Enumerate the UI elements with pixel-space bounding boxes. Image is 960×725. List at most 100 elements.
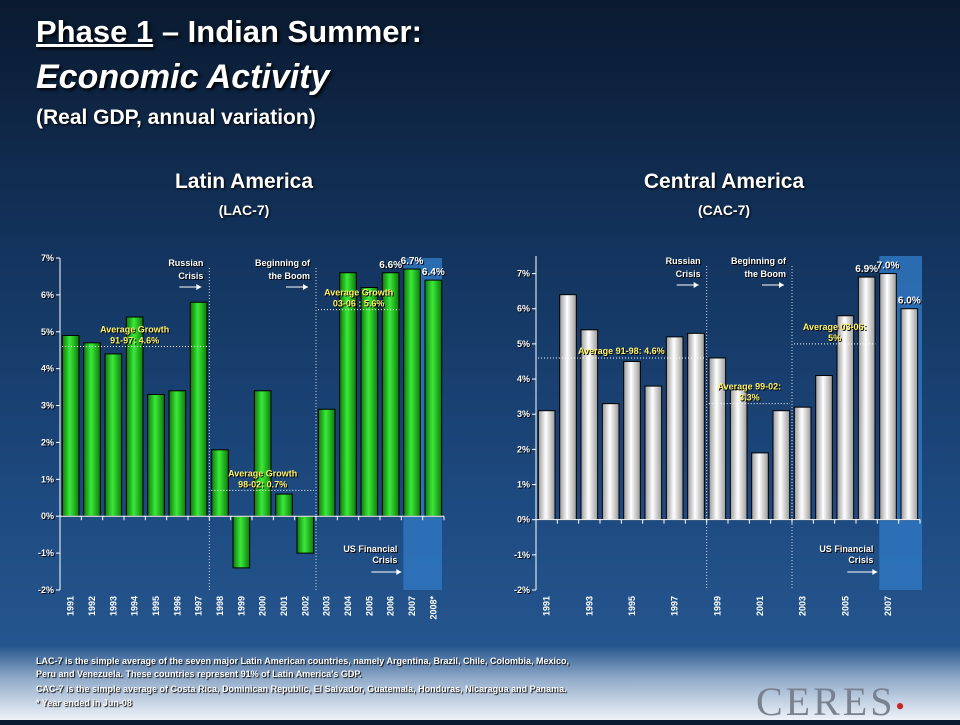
cac-average-label-0-shadow: Average 91-98: 4.6% — [579, 347, 666, 357]
lac-xtick-label-1996: 1996 — [172, 596, 182, 616]
lac-data-label-1: 6.7% — [401, 256, 424, 267]
cac-ytick-label-8-shadow: 6% — [518, 305, 531, 315]
latin-america-chart-subtitle: (LAC-7) — [218, 202, 270, 218]
cac-data-label-1-shadow: 7.0% — [878, 262, 901, 273]
lac-xtick-label-2002: 2002 — [300, 596, 310, 616]
cac-bar-1992 — [559, 294, 577, 521]
lac-bar-2001 — [275, 493, 293, 517]
lac-us-crisis-label2-shadow: Crisis — [373, 556, 398, 566]
lac-data-label-2-shadow: 6.4% — [423, 268, 446, 279]
lac-average-label2-1: 98-02: 0.7% — [238, 479, 287, 489]
cac-event-label-0: Russian — [666, 256, 701, 266]
cac-data-label-2: 6.0% — [898, 296, 921, 307]
cac-bar-2007 — [879, 273, 897, 521]
lac-bar-2008* — [424, 279, 443, 517]
lac-ytick-label-8-shadow: 6% — [42, 291, 55, 301]
lac-ytick-label-1-shadow: -1% — [39, 549, 55, 559]
lac-bar-2007 — [403, 268, 421, 517]
cac-xtick-label-1995: 1995 — [627, 596, 637, 616]
cac-bar-2005 — [836, 315, 855, 521]
cac-bar-1997 — [665, 336, 684, 521]
lac-bar-1996 — [168, 390, 187, 517]
footnote-year: * Year ended in Jun-08 — [36, 698, 132, 708]
cac-average-label-0: Average 91-98: 4.6% — [578, 346, 665, 356]
lac-average-label2-0: 91-97: 4.6% — [110, 336, 159, 346]
lac-event-label-0-shadow: Russian — [169, 259, 204, 269]
ceres-logo: CERES• — [756, 678, 908, 725]
lac-ytick-label-0-shadow: -2% — [39, 586, 55, 596]
slide-subtitle: (Real GDP, annual variation) — [36, 106, 316, 129]
lac-ytick-label-6: 4% — [41, 364, 54, 374]
lac-ytick-label-6-shadow: 4% — [42, 365, 55, 375]
ceres-logo-text: CERES — [756, 679, 896, 724]
lac-average-label2-2: 03-06 : 5.6% — [333, 299, 385, 309]
cac-average-label-2: Average 03-06: — [803, 322, 867, 332]
lac-xtick-label-2006: 2006 — [386, 596, 396, 616]
cac-bar-1996 — [644, 385, 663, 521]
cac-bar-1991 — [537, 410, 556, 521]
cac-xtick-label-1999: 1999 — [712, 596, 722, 616]
cac-event-label2-0-shadow: Crisis — [677, 270, 702, 280]
lac-event-label-1: Beginning of — [255, 258, 311, 268]
lac-xtick-label-2004: 2004 — [343, 596, 353, 616]
cac-bar-1994 — [601, 403, 620, 521]
cac-bar-2002 — [772, 410, 791, 521]
lac-average-label-1-shadow: Average Growth — [229, 469, 298, 479]
cac-ytick-label-8: 6% — [517, 304, 530, 314]
cac-bar-2001 — [751, 452, 769, 521]
cac-event-label-1-shadow: Beginning of — [732, 257, 788, 267]
cac-us-crisis-label-shadow: US Financial — [820, 545, 874, 555]
cac-average-label-2-shadow: Average 03-06: — [804, 323, 868, 333]
lac-ytick-label-5: 3% — [41, 401, 54, 411]
lac-event-arrowhead-0 — [196, 284, 202, 290]
lac-data-label-0-shadow: 6.6% — [380, 261, 403, 272]
lac-ytick-label-9: 7% — [41, 253, 54, 263]
lac-xtick-label-1997: 1997 — [194, 596, 204, 616]
title-phase: Phase 1 — [36, 14, 154, 49]
lac-bar-1991 — [61, 334, 80, 517]
cac-ytick-label-2-shadow: 0% — [518, 516, 531, 526]
cac-data-label-2-shadow: 6.0% — [899, 297, 922, 308]
cac-ytick-label-9: 7% — [517, 269, 530, 279]
lac-average-label-2-shadow: Average Growth — [325, 289, 394, 299]
lac-bar-2005 — [360, 287, 379, 517]
lac-ytick-label-9-shadow: 7% — [42, 254, 55, 264]
cac-bar-2004 — [815, 375, 833, 521]
lac-bar-1992 — [83, 342, 101, 517]
footnote-lac7-1: LAC-7 is the simple average of the seven… — [36, 656, 569, 666]
lac-ytick-label-8: 6% — [41, 290, 54, 300]
cac-ytick-label-0-shadow: -2% — [515, 586, 531, 596]
cac-average-label2-2: 5% — [828, 333, 841, 343]
lac-average-label2-0-shadow: 91-97: 4.6% — [111, 337, 160, 347]
cac-xtick-label-1993: 1993 — [584, 596, 594, 616]
lac-bar-1999 — [232, 515, 251, 569]
title-phase-name: – Indian Summer: — [153, 14, 422, 49]
lac-xtick-label-1991: 1991 — [66, 596, 76, 616]
cac-ytick-label-1: -1% — [514, 550, 530, 560]
cac-xtick-label-1991: 1991 — [542, 596, 552, 616]
cac-xtick-label-2003: 2003 — [798, 596, 808, 616]
lac-bar-1998 — [211, 449, 229, 517]
cac-xtick-label-1997: 1997 — [670, 596, 680, 616]
lac-xtick-label-2000: 2000 — [258, 596, 268, 616]
ceres-logo-dot: • — [895, 692, 908, 721]
slide-title-line2: Economic Activity — [36, 58, 330, 96]
lac-ytick-label-4: 2% — [41, 437, 54, 447]
lac-ytick-label-0: -2% — [38, 585, 54, 595]
lac-event-arrowhead-1 — [303, 284, 308, 290]
lac-event-label-1-shadow: Beginning of — [256, 259, 312, 269]
cac-us-crisis-label2-shadow: Crisis — [849, 556, 874, 566]
lac-bar-1993 — [104, 353, 123, 517]
cac-us-crisis-label2: Crisis — [848, 555, 873, 565]
cac-data-label-0-shadow: 6.9% — [856, 265, 879, 276]
cac-us-crisis-arrowhead — [872, 569, 878, 575]
lac-ytick-label-5-shadow: 3% — [42, 402, 55, 412]
lac-event-label2-0-shadow: Crisis — [179, 272, 204, 282]
cac-ytick-label-1-shadow: -1% — [515, 551, 531, 561]
lac-xtick-label-1994: 1994 — [130, 596, 140, 616]
lac-bar-1997 — [189, 301, 208, 517]
lac-ytick-label-3-shadow: 1% — [42, 475, 55, 485]
cac-ytick-label-7-shadow: 5% — [518, 340, 531, 350]
cac-average-label2-1-shadow: 3.3% — [740, 394, 761, 404]
lac-average-label-2: Average Growth — [324, 288, 393, 298]
